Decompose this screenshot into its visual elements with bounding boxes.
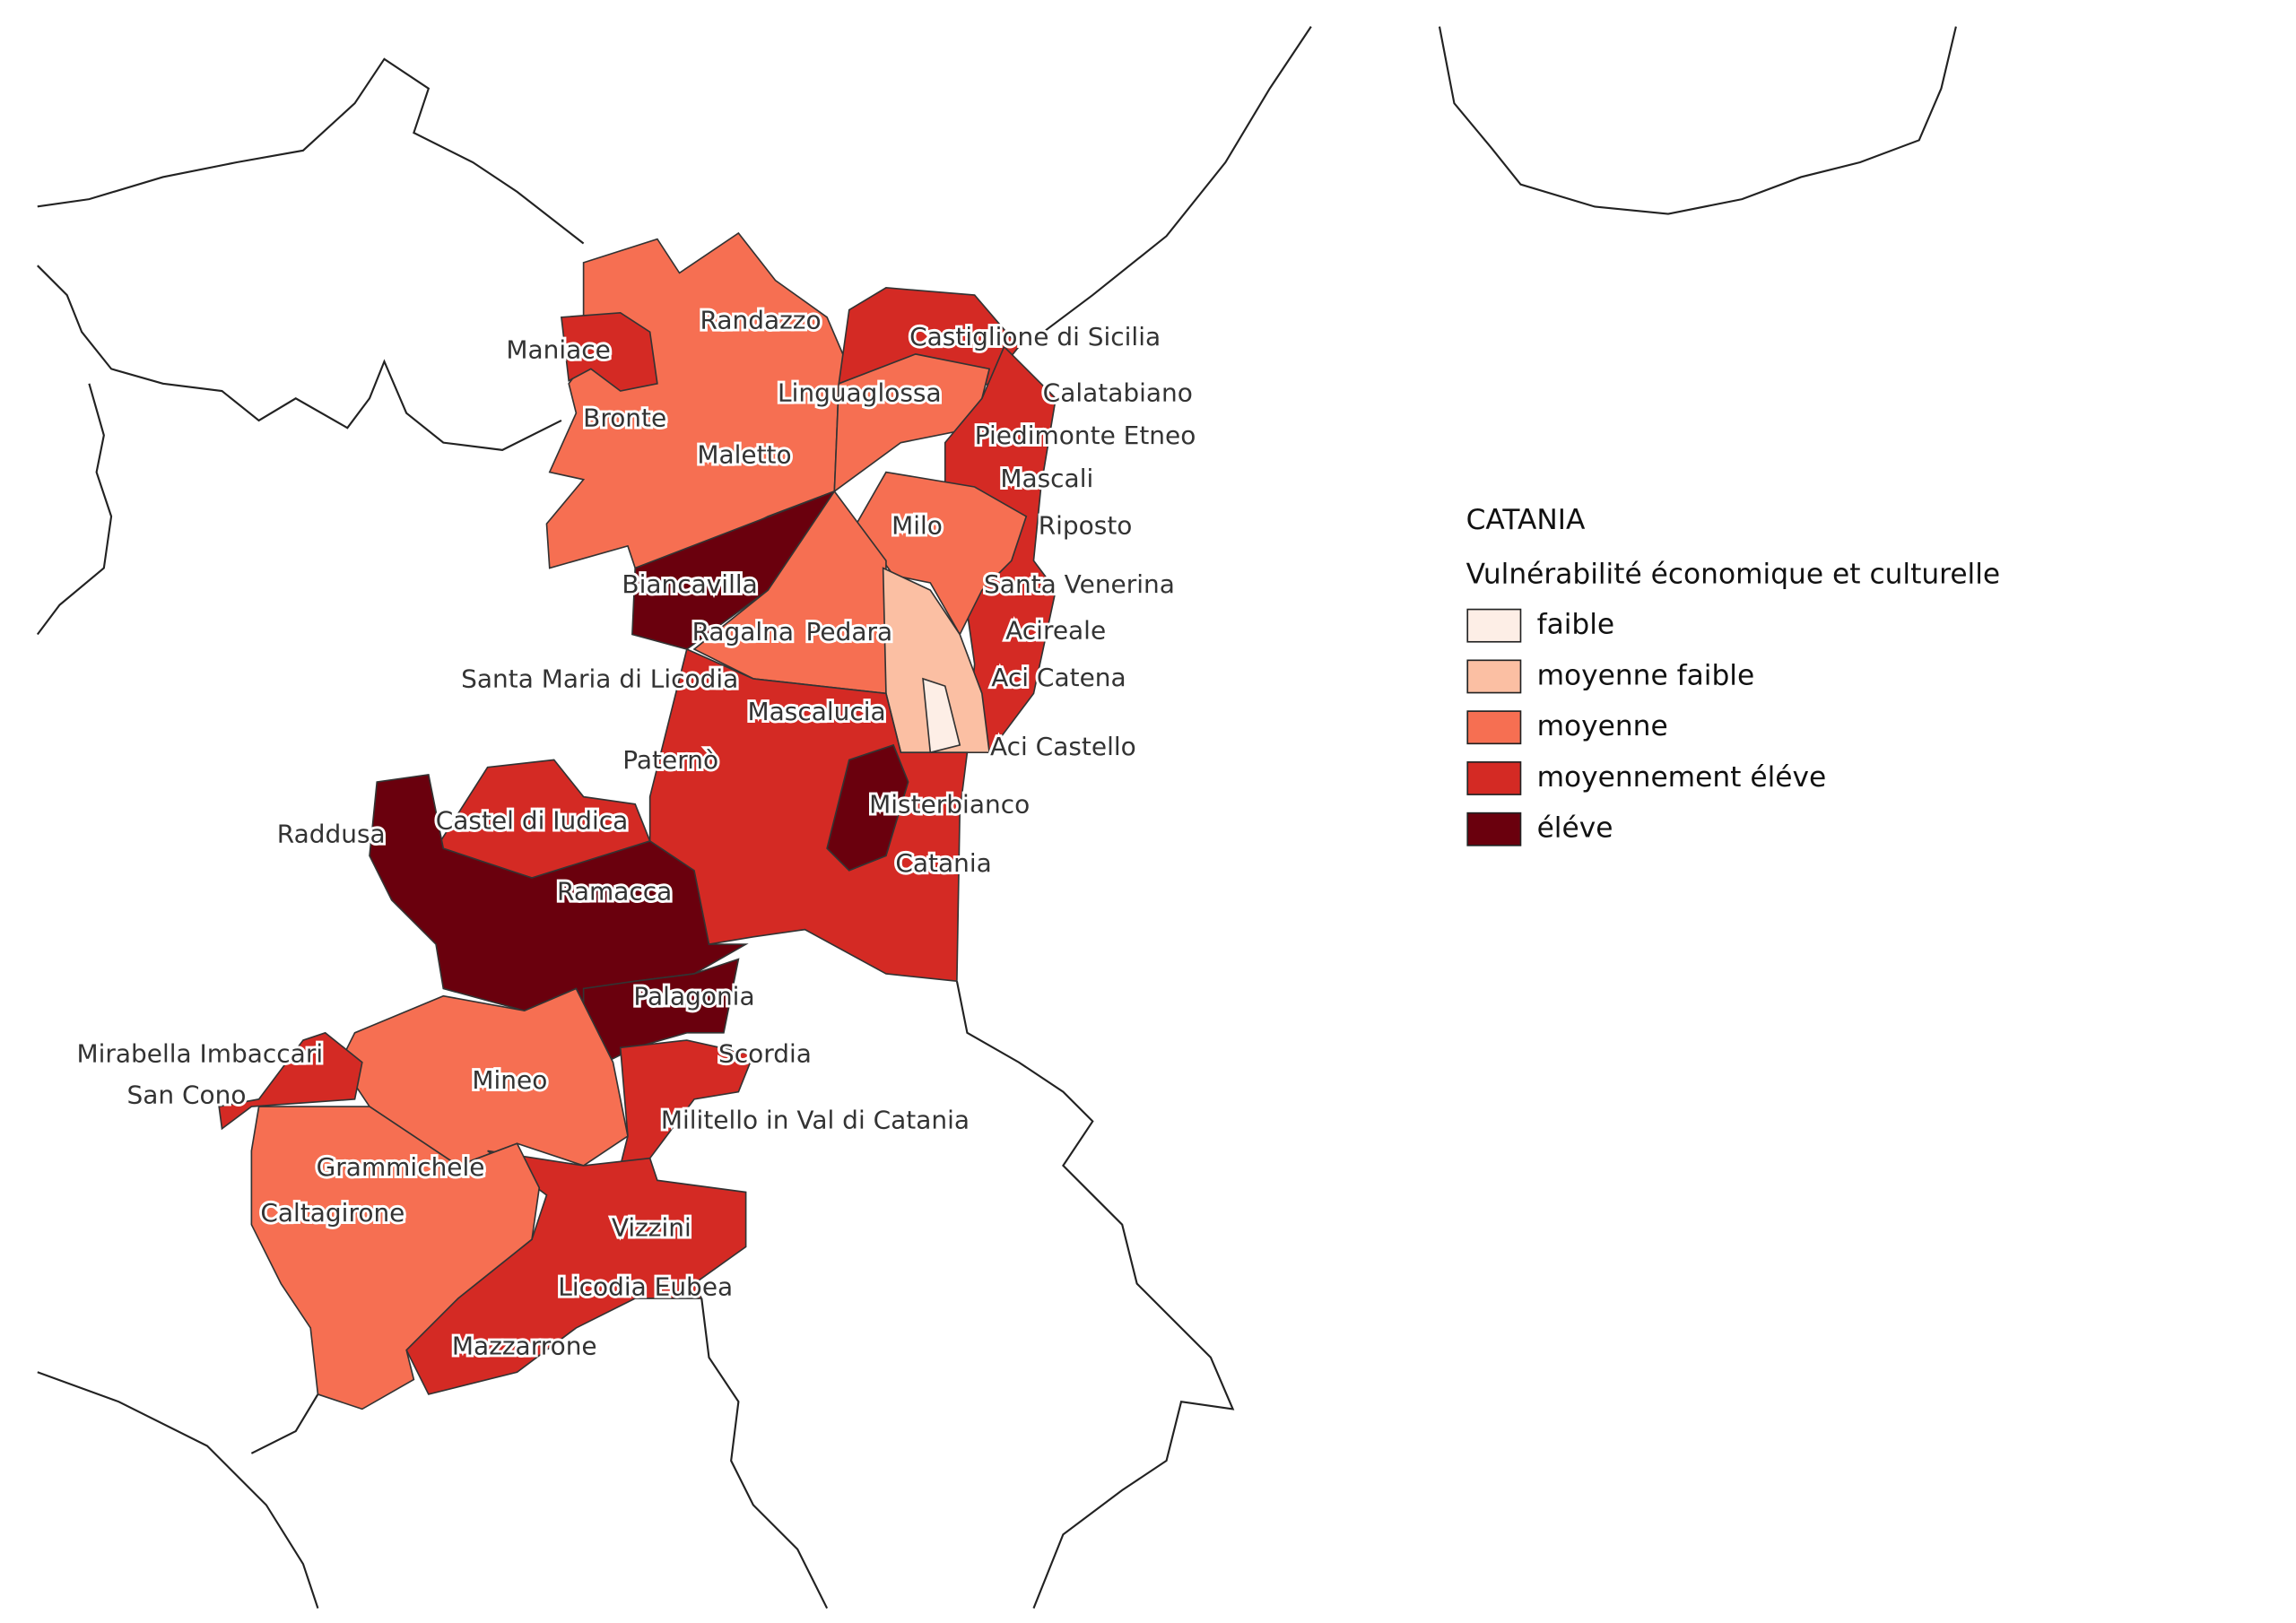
place-label: San Cono xyxy=(126,1081,246,1110)
place-label: Catania xyxy=(895,848,991,878)
place-label: Mirabella Imbaccari xyxy=(76,1039,323,1069)
place-label: Ragalna xyxy=(692,617,795,647)
municipality xyxy=(826,743,909,872)
place-label: Caltagirone xyxy=(260,1198,404,1228)
legend-swatch xyxy=(1466,608,1522,643)
legend-swatch xyxy=(1466,761,1522,795)
place-label: Mascali xyxy=(1000,464,1093,493)
place-label: Piedimonte Etneo xyxy=(975,421,1196,450)
place-label: Santa Venerina xyxy=(984,569,1175,599)
legend-label: moyenne faible xyxy=(1537,659,1755,691)
legend-label: moyenne xyxy=(1537,710,1668,742)
place-label: Aci Castello xyxy=(990,732,1136,761)
municipality xyxy=(648,647,969,983)
place-label: Ramacca xyxy=(557,877,672,907)
place-label: Acireale xyxy=(1005,615,1106,645)
legend-subtitle: Vulnérabilité économique et culturelle xyxy=(1466,559,2001,591)
legend-swatch xyxy=(1466,710,1522,745)
place-label: Castel di Iudica xyxy=(436,806,629,836)
legend-swatch xyxy=(1466,659,1522,694)
municipality xyxy=(250,1106,541,1410)
coastlines xyxy=(36,26,1957,1610)
place-label: Raddusa xyxy=(277,819,386,848)
municipality xyxy=(218,1031,363,1131)
place-label: Mazzarrone xyxy=(452,1331,597,1360)
place-label: Paternò xyxy=(622,745,718,775)
place-label: Randazzo xyxy=(700,306,822,335)
place-label: Santa Maria di Licodia xyxy=(461,664,738,694)
legend-label: moyennement éléve xyxy=(1537,761,1827,794)
legend-label: éléve xyxy=(1537,812,1613,845)
place-label: Pedara xyxy=(805,617,892,647)
municipality xyxy=(561,311,658,392)
legend-title: CATANIA xyxy=(1466,504,1586,536)
legend-swatch xyxy=(1466,812,1522,846)
place-label: Bronte xyxy=(583,403,666,432)
place-label: Scordia xyxy=(718,1039,812,1069)
legend-label: faible xyxy=(1537,609,1615,641)
place-label: Mascalucia xyxy=(748,697,886,726)
place-label: Calatabiano xyxy=(1043,378,1193,407)
place-label: Maniace xyxy=(506,335,611,365)
place-label: Castiglione di Sicilia xyxy=(909,322,1161,352)
place-label: Linguaglossa xyxy=(778,378,942,407)
place-label: Mineo xyxy=(472,1065,547,1095)
place-label: Misterbianco xyxy=(869,789,1030,819)
municipality xyxy=(619,1039,754,1167)
municipalities xyxy=(218,231,1057,1410)
place-label: Militello in Val di Catania xyxy=(661,1106,970,1135)
place-label: Biancavilla xyxy=(622,569,757,599)
place-label: Grammichele xyxy=(317,1152,485,1182)
municipality xyxy=(339,987,629,1167)
municipality xyxy=(922,677,961,754)
place-labels: Randazzo Castiglione di Sicilia Maniace … xyxy=(74,303,1199,1363)
place-label: Licodia Eubea xyxy=(558,1271,733,1301)
legend: CATANIA Vulnérabilité économique et cult… xyxy=(1466,504,2001,846)
place-label: Milo xyxy=(891,510,943,540)
place-label: Maletto xyxy=(697,439,791,469)
place-label: Palagonia xyxy=(633,981,754,1011)
place-label: Riposto xyxy=(1039,510,1133,540)
place-label: Vizzini xyxy=(612,1213,691,1243)
place-label: Aci Catena xyxy=(991,663,1126,692)
